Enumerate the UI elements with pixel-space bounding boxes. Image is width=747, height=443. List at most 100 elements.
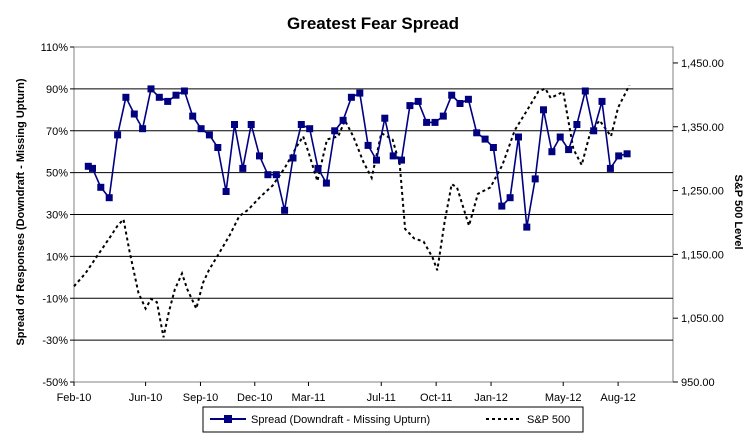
sp500-series xyxy=(73,84,631,338)
y2-tick-label: 1,050.00 xyxy=(681,313,724,325)
spread-point xyxy=(448,91,456,99)
y-tick-label: -30% xyxy=(42,335,68,347)
spread-point xyxy=(406,102,414,110)
spread-point xyxy=(423,118,431,126)
spread-point xyxy=(573,121,581,128)
spread-point xyxy=(205,131,213,139)
x-tick-label: Jul-11 xyxy=(367,392,396,404)
spread-point xyxy=(155,93,163,101)
x-tick-label: Sep-10 xyxy=(183,392,218,404)
y2-tick-label: 1,150.00 xyxy=(681,249,724,261)
spread-point xyxy=(498,202,506,210)
x-tick-label: Oct-11 xyxy=(420,392,452,404)
y-axis-label: Spread of Responses (Downdraft - Missing… xyxy=(15,78,27,345)
legend-box xyxy=(202,406,584,433)
spread-point xyxy=(114,131,122,139)
x-tick-label: Mar-11 xyxy=(291,392,325,404)
y2-tick-label: 1,350.00 xyxy=(681,122,724,134)
spread-point xyxy=(556,133,564,141)
spread-point xyxy=(189,112,197,120)
spread-point xyxy=(289,154,297,162)
spread-point xyxy=(314,164,322,172)
spread-point xyxy=(389,152,397,160)
spread-point xyxy=(540,106,547,114)
spread-point xyxy=(247,121,255,128)
spread-point xyxy=(356,89,364,97)
y2-axis-label: S&P 500 Level xyxy=(732,174,744,249)
spread-point xyxy=(84,162,92,170)
spread-point xyxy=(364,141,372,149)
legend: Spread (Downdraft - Missing Upturn) S&P … xyxy=(202,406,584,433)
spread-point xyxy=(105,194,113,202)
spread-point xyxy=(147,85,155,93)
spread-point xyxy=(464,95,472,103)
x-tick-label: Feb-10 xyxy=(57,392,92,404)
spread-point xyxy=(222,188,230,195)
axes: -50% -30% -10% 10% 30% 50% 70% 90% 110% 950.00 1,0… xyxy=(41,42,724,404)
y-tick-label: 30% xyxy=(46,210,68,222)
chart-title: Greatest Fear Spread xyxy=(287,14,459,33)
legend-spread-label: Spread (Downdraft - Missing Upturn) xyxy=(251,414,430,426)
x-tick-label: May-12 xyxy=(545,392,582,404)
spread-point xyxy=(347,93,355,101)
spread-point xyxy=(122,93,130,101)
spread-point xyxy=(306,125,314,133)
spread-point xyxy=(331,127,339,135)
sp500-line xyxy=(73,84,631,338)
legend-spread-marker xyxy=(224,415,232,423)
spread-point xyxy=(214,144,222,151)
spread-point xyxy=(531,175,539,183)
spread-point xyxy=(172,91,180,99)
spread-point xyxy=(264,171,272,179)
spread-point xyxy=(481,135,489,143)
spread-point xyxy=(180,87,188,95)
spread-series xyxy=(84,85,631,231)
spread-point xyxy=(565,146,573,154)
spread-point xyxy=(164,97,172,105)
y-tick-label: -10% xyxy=(42,293,68,305)
x-tick-label: Jun-10 xyxy=(129,392,163,404)
spread-point xyxy=(414,97,422,105)
spread-point xyxy=(231,121,238,128)
spread-point xyxy=(339,116,347,124)
spread-point xyxy=(606,164,614,172)
spread-point xyxy=(89,164,96,172)
spread-point xyxy=(623,150,631,158)
spread-point xyxy=(515,133,522,141)
y2-tick-label: 950.00 xyxy=(681,377,715,389)
spread-point xyxy=(139,125,147,133)
x-tick-label: Jan-12 xyxy=(474,392,508,404)
y2-tick-label: 1,450.00 xyxy=(681,58,724,70)
spread-point xyxy=(373,156,380,164)
spread-point xyxy=(281,206,289,214)
y-tick-label: 70% xyxy=(46,126,68,138)
y-tick-label: 50% xyxy=(46,168,68,180)
gridlines xyxy=(74,88,673,341)
spread-point xyxy=(581,87,589,95)
y-tick-label: 90% xyxy=(46,84,68,96)
spread-point xyxy=(197,125,205,133)
spread-point xyxy=(506,194,514,202)
y2-tick-label: 1,250.00 xyxy=(681,186,724,198)
spread-point xyxy=(548,148,556,156)
spread-point xyxy=(590,127,598,135)
spread-point xyxy=(272,171,280,179)
spread-point xyxy=(431,118,439,126)
spread-point xyxy=(439,112,447,120)
y-tick-label: 110% xyxy=(41,42,69,54)
spread-point xyxy=(322,179,330,187)
y-tick-label: -50% xyxy=(42,377,68,389)
spread-point xyxy=(598,97,606,105)
spread-point xyxy=(97,183,105,191)
spread-point xyxy=(239,164,247,172)
x-tick-label: Aug-12 xyxy=(600,392,635,404)
legend-sp500-label: S&P 500 xyxy=(527,414,570,426)
spread-point xyxy=(130,110,138,118)
spread-point xyxy=(398,156,405,164)
spread-point xyxy=(381,114,389,122)
spread-point xyxy=(256,152,263,160)
y-tick-label: 10% xyxy=(46,251,68,263)
spread-point xyxy=(473,129,481,137)
